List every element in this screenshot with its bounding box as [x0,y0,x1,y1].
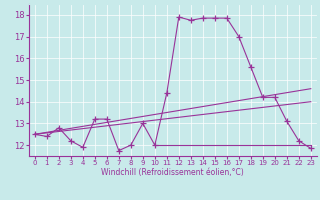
X-axis label: Windchill (Refroidissement éolien,°C): Windchill (Refroidissement éolien,°C) [101,168,244,177]
